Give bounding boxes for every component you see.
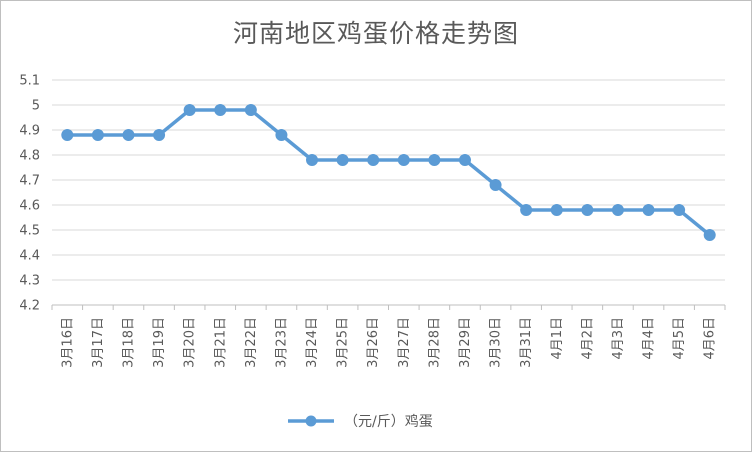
legend-label: （元/斤）鸡蛋 xyxy=(344,413,433,430)
data-point xyxy=(61,129,74,141)
x-tick-label: 3月22日 xyxy=(244,317,259,368)
x-tick-label: 3月16日 xyxy=(60,317,75,368)
x-tick-label: 3月24日 xyxy=(305,317,320,368)
data-point xyxy=(275,129,288,141)
x-tick-label: 3月28日 xyxy=(427,317,442,368)
x-tick-label: 3月19日 xyxy=(152,317,167,368)
data-point xyxy=(91,129,104,141)
data-point xyxy=(153,129,166,141)
data-point xyxy=(673,204,686,216)
data-point xyxy=(642,204,655,216)
x-tick-label: 3月27日 xyxy=(397,317,412,368)
x-tick-label: 4月5日 xyxy=(672,317,687,360)
data-point xyxy=(244,104,257,116)
x-tick-label: 4月1日 xyxy=(550,317,565,360)
data-point xyxy=(489,179,502,191)
data-point xyxy=(397,154,410,166)
x-tick-label: 3月26日 xyxy=(366,317,381,368)
x-tick-label: 3月25日 xyxy=(336,317,351,368)
x-tick-label: 3月17日 xyxy=(91,317,106,368)
x-tick-label: 3月29日 xyxy=(458,317,473,368)
y-tick-label: 4.3 xyxy=(19,274,40,289)
x-tick-label: 3月31日 xyxy=(519,317,534,368)
data-point xyxy=(428,154,441,166)
y-tick-label: 4.4 xyxy=(19,249,40,264)
y-tick-label: 4.7 xyxy=(19,174,40,189)
series-line xyxy=(67,108,711,237)
data-point xyxy=(122,129,135,141)
y-tick-label: 5.1 xyxy=(19,74,40,89)
data-point xyxy=(520,204,533,216)
legend-marker xyxy=(305,415,317,427)
x-tick-label: 4月4日 xyxy=(642,317,657,360)
data-point xyxy=(183,104,196,116)
data-point xyxy=(336,154,349,166)
x-tick-label: 3月23日 xyxy=(274,317,289,368)
data-point xyxy=(367,154,380,166)
y-tick-label: 4.6 xyxy=(19,199,40,214)
data-point xyxy=(306,154,319,166)
x-tick-label: 4月2日 xyxy=(580,317,595,360)
chart-title: 河南地区鸡蛋价格走势图 xyxy=(232,19,519,48)
y-tick-label: 4.2 xyxy=(19,299,40,314)
y-tick-label: 4.8 xyxy=(19,149,40,164)
y-tick-label: 4.5 xyxy=(19,224,40,239)
x-tick-label: 3月21日 xyxy=(213,317,228,368)
data-point xyxy=(611,204,624,216)
x-tick-label: 3月20日 xyxy=(183,317,198,368)
data-point xyxy=(581,204,594,216)
y-tick-label: 4.9 xyxy=(19,124,40,139)
x-tick-label: 4月3日 xyxy=(611,317,626,360)
data-point xyxy=(214,104,227,116)
data-point xyxy=(703,229,716,241)
y-tick-label: 5 xyxy=(32,99,40,114)
data-point xyxy=(550,204,563,216)
x-tick-label: 4月6日 xyxy=(703,317,718,360)
data-point xyxy=(458,154,471,166)
x-tick-label: 3月18日 xyxy=(121,317,136,368)
x-tick-label: 3月30日 xyxy=(489,317,504,368)
